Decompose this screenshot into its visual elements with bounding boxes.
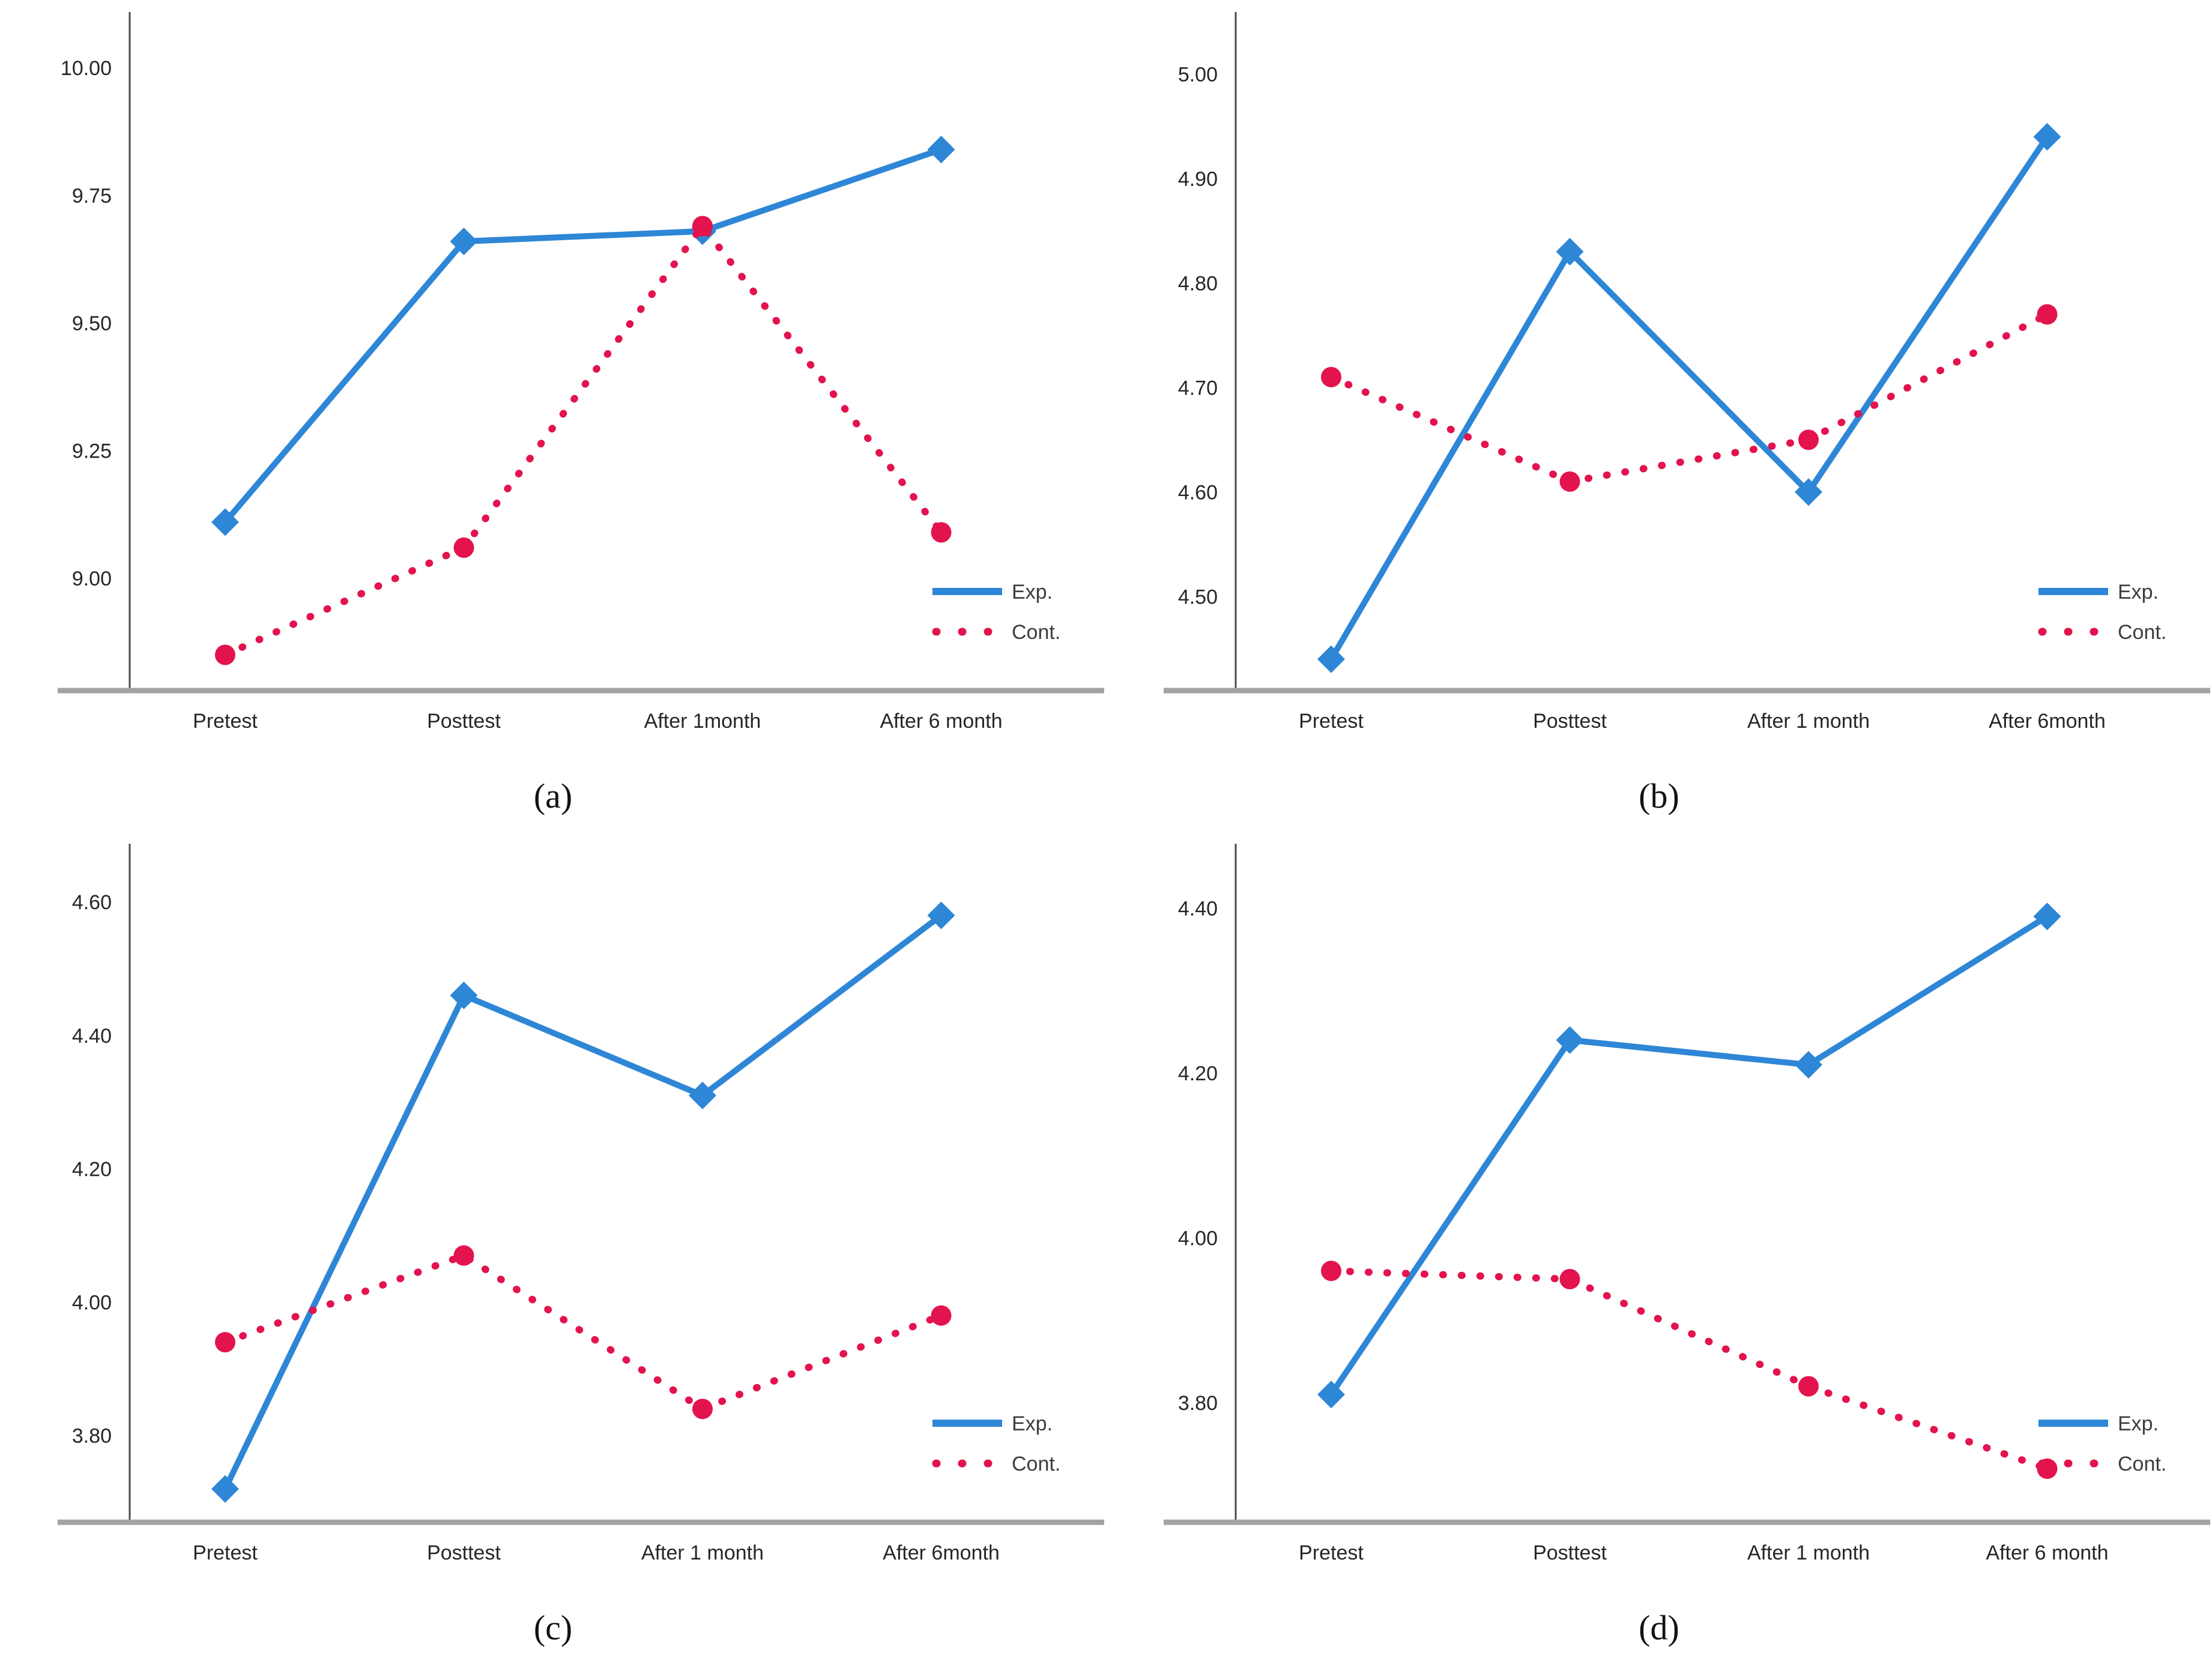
exp-marker [450, 228, 478, 255]
y-tick-label: 9.75 [72, 185, 112, 208]
exp-line [1328, 913, 2049, 1397]
x-axis-label: After 1 month [1747, 1541, 1870, 1564]
x-axis-label: After 1month [644, 710, 761, 733]
exp-marker [927, 901, 955, 930]
legend-exp-label: Exp. [2118, 581, 2159, 604]
x-axis-label: After 6month [1989, 710, 2106, 733]
cont-marker [453, 1245, 474, 1266]
x-axis-label: Pretest [193, 710, 258, 733]
y-tick-label: 4.00 [72, 1292, 112, 1315]
chart-panel-a: 10.00 9.75 9.50 9.25 9.00 Pretest Posttest Afte… [0, 0, 1106, 832]
y-tick-label: 4.70 [1178, 377, 1218, 399]
cont-marker [931, 522, 952, 543]
exp-marker [211, 508, 239, 536]
y-tick-label: 4.60 [1178, 481, 1218, 504]
caption-b: (b) [1639, 776, 1679, 815]
exp-marker [1317, 645, 1345, 673]
line-chart-a: 10.00 9.75 9.50 9.25 9.00 Pretest Posttest Afte… [58, 12, 1104, 733]
exp-marker [1795, 478, 1822, 506]
cont-marker [1321, 366, 1341, 387]
y-tick-label: 9.50 [72, 312, 112, 335]
exp-marker [927, 136, 955, 163]
cont-marker [215, 644, 235, 665]
exp-marker [1795, 1051, 1822, 1079]
y-tick-label: 5.00 [1178, 63, 1218, 86]
exp-marker [1556, 1026, 1584, 1054]
legend-cont-label: Cont. [1012, 1453, 1060, 1475]
legend-exp-label: Exp. [1012, 1412, 1053, 1435]
y-tick-label: 4.40 [1178, 897, 1218, 920]
cont-line [222, 1251, 945, 1413]
line-chart-c: 4.60 4.40 4.20 4.00 3.80 Pretest Posttest After… [58, 844, 1104, 1564]
cont-line [1328, 1267, 2051, 1472]
exp-line [222, 913, 943, 1490]
exp-marker [689, 1082, 716, 1110]
y-tick-label: 3.80 [72, 1425, 112, 1448]
cont-line [222, 220, 945, 659]
x-axis-label: After 6month [883, 1541, 1000, 1564]
cont-marker [215, 1332, 235, 1353]
exp-marker [211, 1475, 239, 1503]
caption-a: (a) [533, 776, 573, 815]
y-tick-label: 4.90 [1178, 168, 1218, 190]
y-tick-label: 10.00 [61, 57, 112, 80]
x-axis-label: Posttest [427, 1541, 501, 1564]
cont-marker [1798, 429, 1819, 450]
exp-marker [1556, 238, 1584, 266]
cont-marker [692, 216, 713, 237]
x-axis-label: Pretest [1299, 710, 1364, 733]
caption-c: (c) [533, 1608, 573, 1647]
exp-marker [450, 981, 478, 1009]
y-tick-label: 4.60 [72, 891, 112, 914]
chart-panel-b: 5.00 4.90 4.80 4.70 4.60 4.50 Pretest Posttest A… [1106, 0, 2212, 832]
legend-cont-label: Cont. [2118, 621, 2166, 644]
y-tick-label: 9.00 [72, 567, 112, 590]
x-axis-label: After 6 month [1986, 1541, 2108, 1564]
exp-marker [1317, 1381, 1345, 1409]
y-tick-label: 4.80 [1178, 272, 1218, 295]
x-axis-label: Posttest [427, 710, 501, 733]
chart-panel-c: 4.60 4.40 4.20 4.00 3.80 Pretest Posttest After… [0, 832, 1106, 1664]
cont-marker [1559, 1269, 1580, 1290]
exp-line [1328, 135, 2050, 661]
line-chart-d: 4.40 4.20 4.00 3.80 Pretest Posttest After 1 m… [1164, 844, 2210, 1564]
y-tick-label: 4.00 [1178, 1227, 1218, 1250]
cont-marker [931, 1305, 952, 1326]
exp-line [223, 147, 943, 524]
x-axis-label: Posttest [1533, 1541, 1607, 1564]
x-axis-label: After 6 month [880, 710, 1002, 733]
cont-marker [1321, 1260, 1341, 1281]
exp-marker [2033, 903, 2061, 931]
legend-cont-label: Cont. [2118, 1453, 2166, 1475]
exp-marker [2033, 123, 2061, 151]
cont-marker [1798, 1376, 1819, 1397]
legend-exp-label: Exp. [1012, 581, 1053, 604]
legend-exp-label: Exp. [2118, 1412, 2159, 1435]
x-axis-label: Pretest [1299, 1541, 1364, 1564]
cont-marker [1559, 471, 1580, 492]
x-axis-label: Posttest [1533, 710, 1607, 733]
y-tick-label: 3.80 [1178, 1392, 1218, 1415]
x-axis-label: Pretest [193, 1541, 258, 1564]
y-tick-label: 4.50 [1178, 585, 1218, 608]
legend-cont-label: Cont. [1012, 621, 1060, 644]
cont-marker [2037, 304, 2058, 325]
y-tick-label: 4.20 [72, 1158, 112, 1181]
x-axis-label: After 1 month [641, 1541, 764, 1564]
line-chart-b: 5.00 4.90 4.80 4.70 4.60 4.50 Pretest Posttest A… [1164, 12, 2210, 733]
y-tick-label: 9.25 [72, 440, 112, 463]
x-axis-label: After 1 month [1747, 710, 1870, 733]
y-tick-label: 4.20 [1178, 1062, 1218, 1085]
cont-line [1328, 310, 2051, 486]
cont-marker [453, 537, 474, 558]
cont-marker [692, 1399, 713, 1420]
chart-panel-d: 4.40 4.20 4.00 3.80 Pretest Posttest After 1 m… [1106, 832, 2212, 1664]
y-tick-label: 4.40 [72, 1024, 112, 1047]
caption-d: (d) [1639, 1608, 1679, 1647]
